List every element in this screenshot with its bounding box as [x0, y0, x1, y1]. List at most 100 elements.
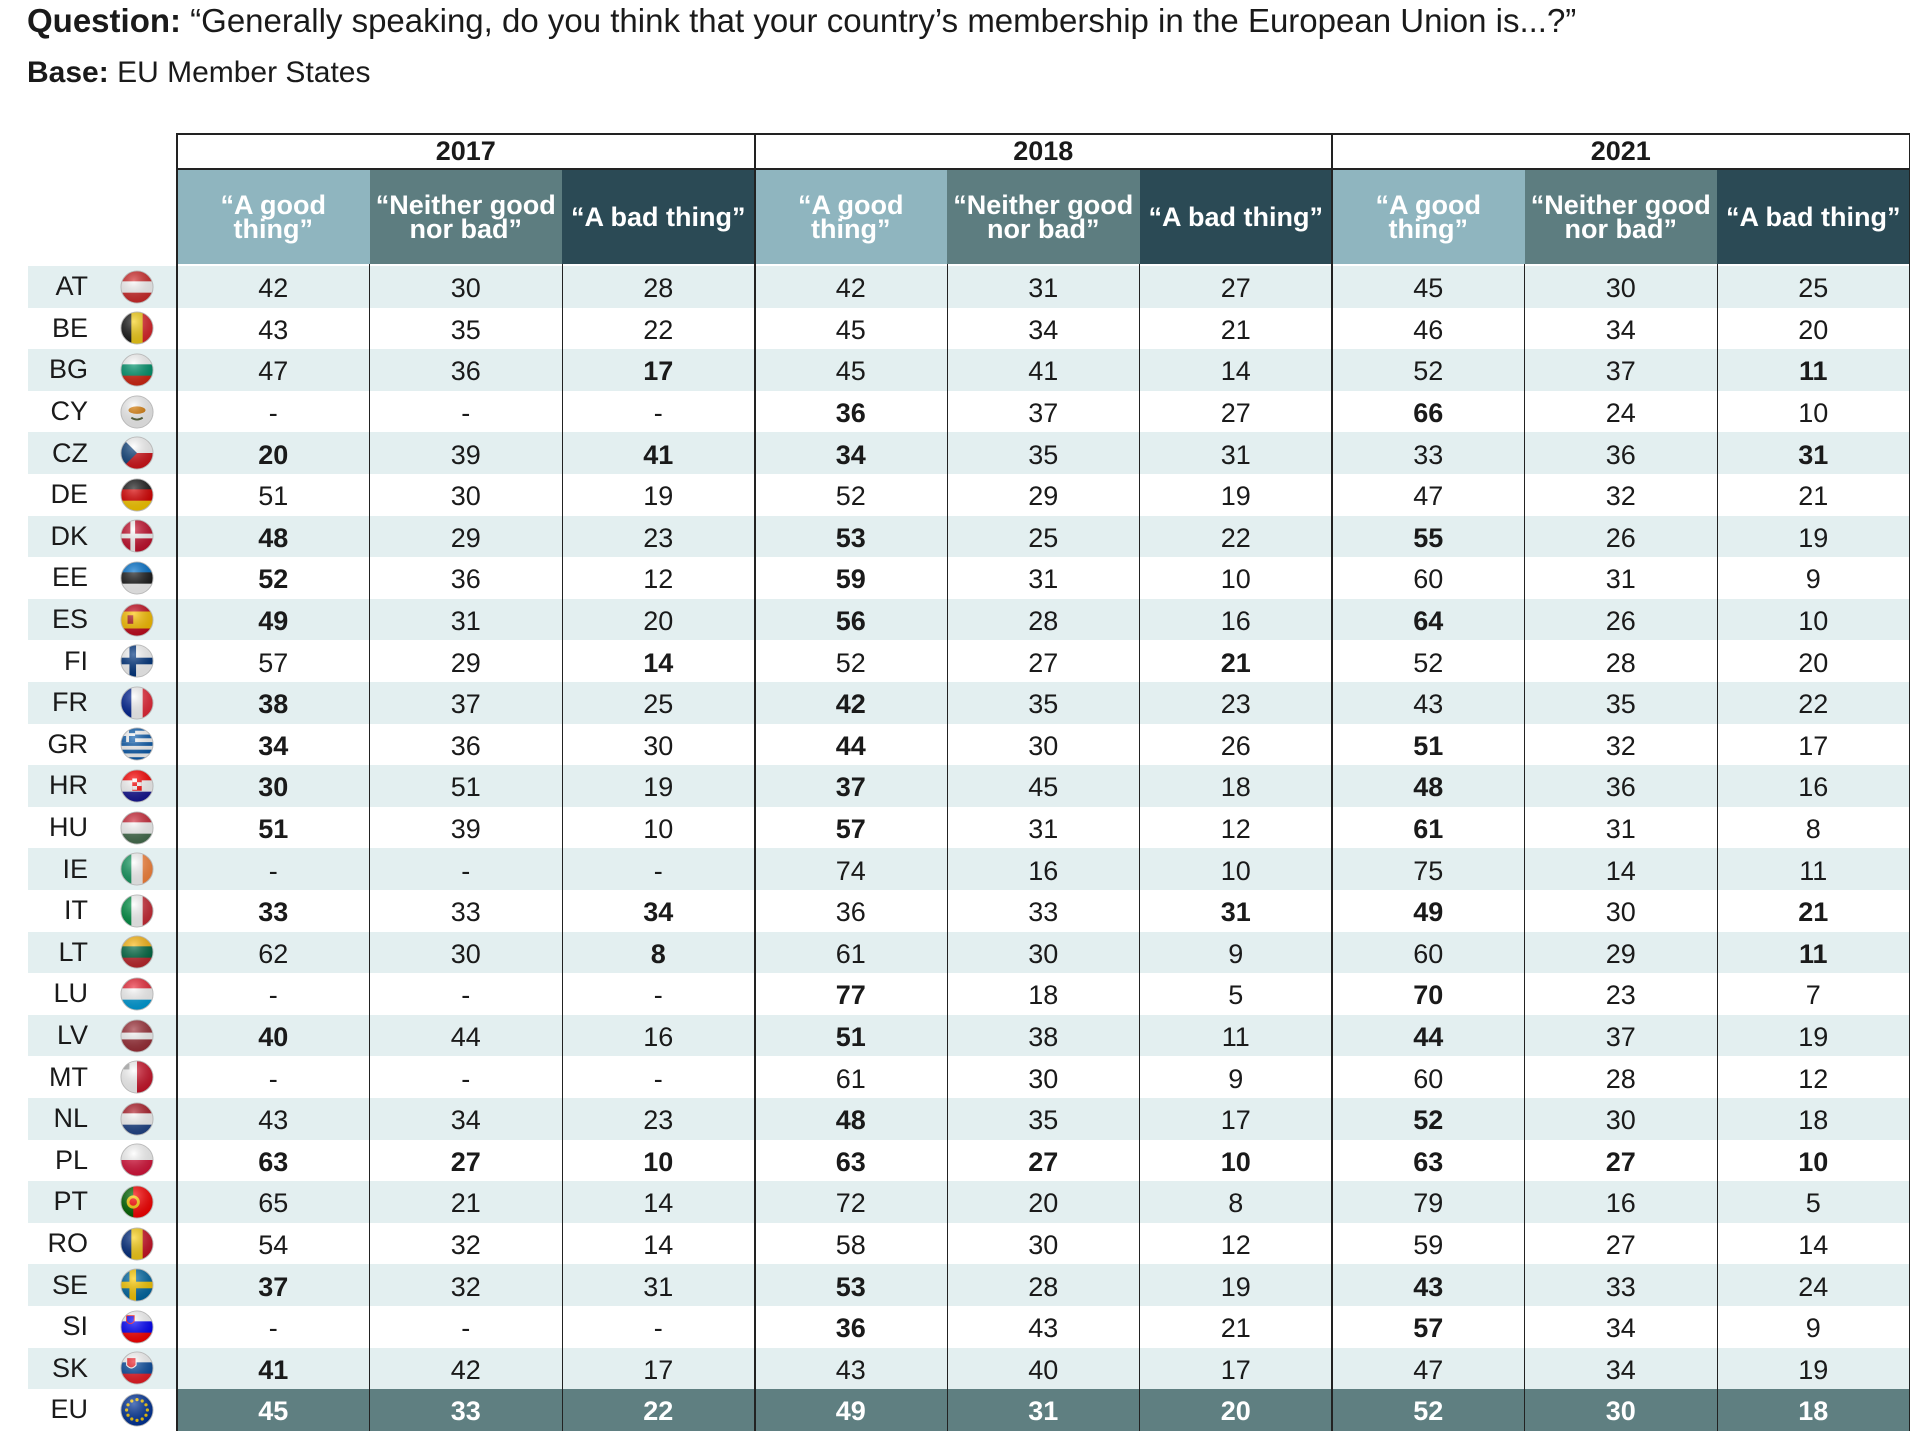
cell-de-2021-bad: 21 [1798, 481, 1829, 512]
cell-sk-2018-bad: 17 [1220, 1354, 1251, 1385]
cell-lv-2021-neither: 37 [1605, 1022, 1636, 1053]
portugal-flag-icon [120, 1185, 154, 1219]
cell-lv-2017-good: 40 [258, 1022, 289, 1053]
country-code-PT: PT [53, 1186, 88, 1217]
cell-es-2021-good: 64 [1413, 606, 1444, 637]
cell-ie-2018-good: 74 [835, 855, 866, 886]
country-code-HU: HU [49, 812, 88, 843]
cell-de-2018-good: 52 [835, 481, 866, 512]
country-code-IT: IT [64, 895, 88, 926]
column-divider-line [1139, 264, 1140, 1431]
cell-lu-2018-neither: 18 [1028, 980, 1059, 1011]
country-code-DE: DE [50, 479, 88, 510]
cell-cy-2017-neither: - [461, 398, 471, 429]
cell-at-2018-neither: 31 [1028, 273, 1059, 304]
cell-cy-2018-bad: 27 [1220, 398, 1251, 429]
column-header-bad-thing-2018: “A bad thing” [1139, 169, 1332, 264]
cell-hu-2021-good: 61 [1413, 814, 1444, 845]
cell-fi-2018-neither: 27 [1028, 647, 1059, 678]
cell-pt-2021-good: 79 [1413, 1188, 1444, 1219]
cell-hu-2018-good: 57 [835, 814, 866, 845]
cell-se-2021-neither: 33 [1605, 1271, 1636, 1302]
cell-mt-2021-bad: 12 [1798, 1063, 1829, 1094]
cell-lu-2021-neither: 23 [1605, 980, 1636, 1011]
cell-pt-2018-neither: 20 [1028, 1188, 1059, 1219]
ireland-flag-icon [120, 852, 154, 886]
cell-se-2017-good: 37 [258, 1271, 289, 1302]
cell-cz-2017-bad: 41 [643, 439, 674, 470]
sweden-flag-icon [120, 1268, 154, 1302]
cell-de-2018-bad: 19 [1220, 481, 1251, 512]
year-header-2018: 2018 [1013, 135, 1074, 166]
cell-cy-2021-good: 66 [1413, 398, 1444, 429]
cell-hr-2017-bad: 19 [643, 772, 674, 803]
cell-it-2018-bad: 31 [1220, 897, 1251, 928]
cell-se-2017-bad: 31 [643, 1271, 674, 1302]
eu-2018-good: 49 [835, 1396, 866, 1427]
cell-bg-2021-neither: 37 [1605, 356, 1636, 387]
hungary-flag-icon [120, 811, 154, 845]
cell-ie-2017-bad: - [653, 855, 663, 886]
base-text: EU Member States [117, 56, 371, 89]
cell-lv-2018-good: 51 [835, 1022, 866, 1053]
cell-se-2018-neither: 28 [1028, 1271, 1059, 1302]
cell-pl-2017-bad: 10 [643, 1146, 674, 1177]
cell-at-2021-neither: 30 [1605, 273, 1636, 304]
czechia-flag-icon [120, 436, 154, 470]
cell-hr-2017-neither: 51 [450, 772, 481, 803]
cell-sk-2021-good: 47 [1413, 1354, 1444, 1385]
cell-it-2018-neither: 33 [1028, 897, 1059, 928]
cell-at-2021-bad: 25 [1798, 273, 1829, 304]
country-code-LV: LV [56, 1020, 88, 1051]
cell-bg-2017-good: 47 [258, 356, 289, 387]
cell-nl-2018-neither: 35 [1028, 1105, 1059, 1136]
year-divider-line [1331, 133, 1333, 1431]
country-code-MT: MT [49, 1061, 88, 1092]
country-code-LT: LT [58, 936, 88, 967]
cell-at-2018-bad: 27 [1220, 273, 1251, 304]
cell-ro-2021-bad: 14 [1798, 1230, 1829, 1261]
malta-flag-icon [120, 1060, 154, 1094]
croatia-flag-icon [120, 769, 154, 803]
cell-lv-2017-bad: 16 [643, 1022, 674, 1053]
cell-hu-2017-neither: 39 [450, 814, 481, 845]
cell-dk-2017-bad: 23 [643, 522, 674, 553]
cell-pl-2018-neither: 27 [1028, 1146, 1059, 1177]
cell-mt-2021-good: 60 [1413, 1063, 1444, 1094]
cell-ro-2021-good: 59 [1413, 1230, 1444, 1261]
cell-dk-2017-good: 48 [258, 522, 289, 553]
cell-it-2021-good: 49 [1413, 897, 1444, 928]
column-header-neither-2021: “Neither good nor bad” [1524, 169, 1717, 264]
eu-2021-good: 52 [1413, 1396, 1444, 1427]
slovakia-flag-icon [120, 1351, 154, 1385]
cell-sk-2021-neither: 34 [1605, 1354, 1636, 1385]
cell-ie-2021-bad: 11 [1799, 855, 1828, 886]
cell-fi-2018-good: 52 [835, 647, 866, 678]
country-code-LU: LU [53, 978, 88, 1009]
cell-pl-2021-good: 63 [1413, 1146, 1444, 1177]
eu-2021-bad: 18 [1798, 1396, 1829, 1427]
cell-it-2017-good: 33 [258, 897, 289, 928]
cell-be-2021-neither: 34 [1605, 314, 1636, 345]
cell-pt-2018-good: 72 [835, 1188, 866, 1219]
cell-ie-2017-neither: - [461, 855, 471, 886]
cell-be-2018-good: 45 [835, 314, 866, 345]
eu-2017-bad: 22 [643, 1396, 674, 1427]
cell-mt-2017-bad: - [653, 1063, 663, 1094]
cell-ee-2018-bad: 10 [1220, 564, 1251, 595]
cell-gr-2017-good: 34 [258, 730, 289, 761]
cell-es-2017-neither: 31 [450, 606, 481, 637]
italy-flag-icon [120, 894, 154, 928]
eu-row-background [177, 1389, 1910, 1431]
cell-at-2018-good: 42 [835, 273, 866, 304]
cell-pt-2021-neither: 16 [1605, 1188, 1636, 1219]
base-label: Base: [27, 56, 109, 89]
cell-cz-2018-good: 34 [835, 439, 866, 470]
cell-lu-2017-good: - [268, 980, 278, 1011]
cell-bg-2018-bad: 14 [1220, 356, 1251, 387]
france-flag-icon [120, 686, 154, 720]
cell-lt-2021-bad: 11 [1798, 938, 1828, 969]
year-divider-line [753, 133, 756, 1431]
year-divider-line [1908, 133, 1910, 1431]
